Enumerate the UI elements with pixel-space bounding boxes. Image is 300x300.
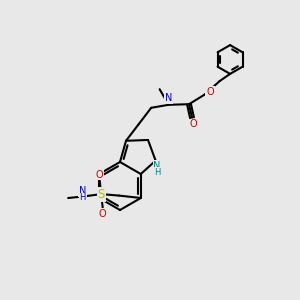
Text: O: O — [96, 169, 103, 180]
Text: N: N — [79, 186, 86, 196]
Text: S: S — [98, 188, 105, 201]
Text: N: N — [165, 93, 172, 103]
Text: O: O — [190, 119, 197, 129]
Text: O: O — [99, 208, 106, 219]
Text: N: N — [153, 161, 161, 171]
Text: H: H — [154, 167, 160, 176]
Text: H: H — [80, 194, 86, 202]
Text: O: O — [206, 87, 214, 97]
